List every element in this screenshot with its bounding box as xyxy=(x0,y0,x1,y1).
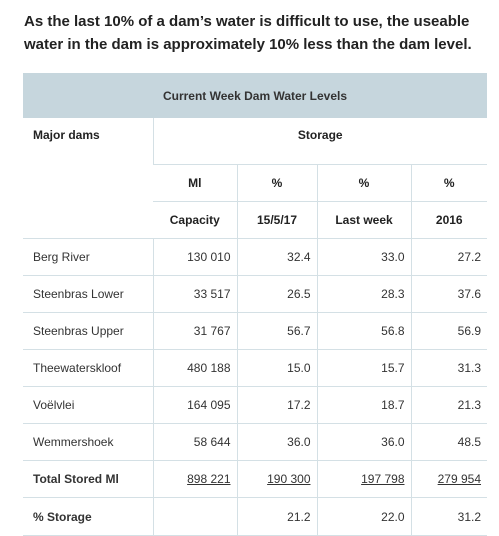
dam-name: Theewaterskloof xyxy=(23,349,153,387)
storage-pct-current: 21.2 xyxy=(236,497,317,536)
dam-capacity: 164 095 xyxy=(152,386,237,424)
col-current: 15/5/17 xyxy=(236,201,317,239)
table-row: Voëlvlei 164 095 17.2 18.7 21.3 xyxy=(23,386,488,424)
storage-header: Storage xyxy=(152,118,488,165)
total-last-week: 197 798 xyxy=(316,460,411,498)
dam-capacity: 480 188 xyxy=(152,349,237,387)
col-2016: 2016 xyxy=(410,201,488,239)
dam-capacity: 58 644 xyxy=(152,423,237,461)
dam-current: 17.2 xyxy=(236,386,317,424)
dam-name: Steenbras Upper xyxy=(23,312,153,350)
dam-current: 36.0 xyxy=(236,423,317,461)
storage-pct-row: % Storage 21.2 22.0 31.2 xyxy=(23,497,488,536)
dam-2016: 56.9 xyxy=(410,312,488,350)
table-row: Wemmershoek 58 644 36.0 36.0 48.5 xyxy=(23,423,488,461)
col-capacity: Capacity xyxy=(153,201,237,239)
dam-2016: 21.3 xyxy=(410,386,488,424)
dam-current: 26.5 xyxy=(236,275,317,313)
storage-pct-2016: 31.2 xyxy=(410,497,488,536)
dam-last-week: 15.7 xyxy=(316,349,411,387)
table-row: Berg River 130 010 32.4 33.0 27.2 xyxy=(23,238,488,276)
dam-name: Voëlvlei xyxy=(23,386,153,424)
dam-current: 15.0 xyxy=(236,349,317,387)
unit-current: % xyxy=(236,164,317,202)
total-2016: 279 954 xyxy=(410,460,488,498)
total-label: Total Stored Ml xyxy=(23,460,153,498)
unit-capacity: Ml xyxy=(153,164,237,202)
table-title: Current Week Dam Water Levels xyxy=(23,73,488,118)
dam-capacity: 33 517 xyxy=(152,275,237,313)
total-capacity: 898 221 xyxy=(152,460,237,498)
storage-pct-label: % Storage xyxy=(23,497,153,536)
dam-2016: 48.5 xyxy=(410,423,488,461)
unit-last-week: % xyxy=(316,164,411,202)
table-row: Theewaterskloof 480 188 15.0 15.7 31.3 xyxy=(23,349,488,387)
table-title-row: Current Week Dam Water Levels xyxy=(23,73,488,118)
major-dams-header: Major dams xyxy=(23,118,153,239)
dam-2016: 37.6 xyxy=(410,275,488,313)
dam-last-week: 56.8 xyxy=(316,312,411,350)
unit-2016: % xyxy=(410,164,488,202)
dam-2016: 27.2 xyxy=(410,238,488,276)
dam-name: Berg River xyxy=(23,238,153,276)
dam-name: Steenbras Lower xyxy=(23,275,153,313)
dam-last-week: 33.0 xyxy=(316,238,411,276)
dam-capacity: 130 010 xyxy=(152,238,237,276)
dam-current: 32.4 xyxy=(236,238,317,276)
dam-last-week: 28.3 xyxy=(316,275,411,313)
dam-last-week: 18.7 xyxy=(316,386,411,424)
storage-pct-last-week: 22.0 xyxy=(316,497,411,536)
total-row: Total Stored Ml 898 221 190 300 197 798 … xyxy=(23,460,488,498)
header-row-units: Ml % % % xyxy=(23,164,488,202)
header-row-columns: Capacity 15/5/17 Last week 2016 xyxy=(23,201,488,239)
col-last-week: Last week xyxy=(316,201,411,239)
storage-pct-capacity xyxy=(152,497,237,536)
intro-paragraph: As the last 10% of a dam’s water is diff… xyxy=(24,13,472,53)
dam-2016: 31.3 xyxy=(410,349,488,387)
dam-name: Wemmershoek xyxy=(23,423,153,461)
header-row-storage: Major dams Storage xyxy=(23,118,488,239)
dam-capacity: 31 767 xyxy=(152,312,237,350)
table-row: Steenbras Lower 33 517 26.5 28.3 37.6 xyxy=(23,275,488,313)
dam-last-week: 36.0 xyxy=(316,423,411,461)
dam-levels-table: Current Week Dam Water Levels Major dams… xyxy=(23,73,488,536)
table-row: Steenbras Upper 31 767 56.7 56.8 56.9 xyxy=(23,312,488,350)
total-current: 190 300 xyxy=(236,460,317,498)
dam-current: 56.7 xyxy=(236,312,317,350)
